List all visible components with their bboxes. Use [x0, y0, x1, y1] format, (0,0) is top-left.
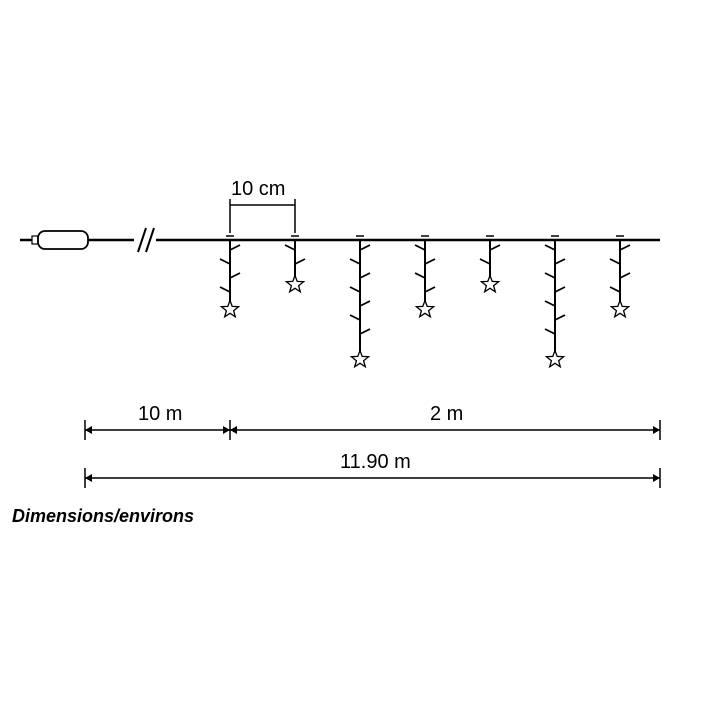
light-length-label: 2 m	[430, 403, 463, 426]
diagram-container: 10 cm 10 m 2 m 11.90 m Dimensions/enviro…	[0, 0, 720, 720]
top-spacing-label: 10 cm	[231, 178, 285, 201]
lead-length-label: 10 m	[138, 403, 182, 426]
diagram-svg	[0, 0, 720, 720]
footer-label: Dimensions/environs	[12, 506, 194, 527]
total-length-label: 11.90 m	[340, 451, 411, 474]
